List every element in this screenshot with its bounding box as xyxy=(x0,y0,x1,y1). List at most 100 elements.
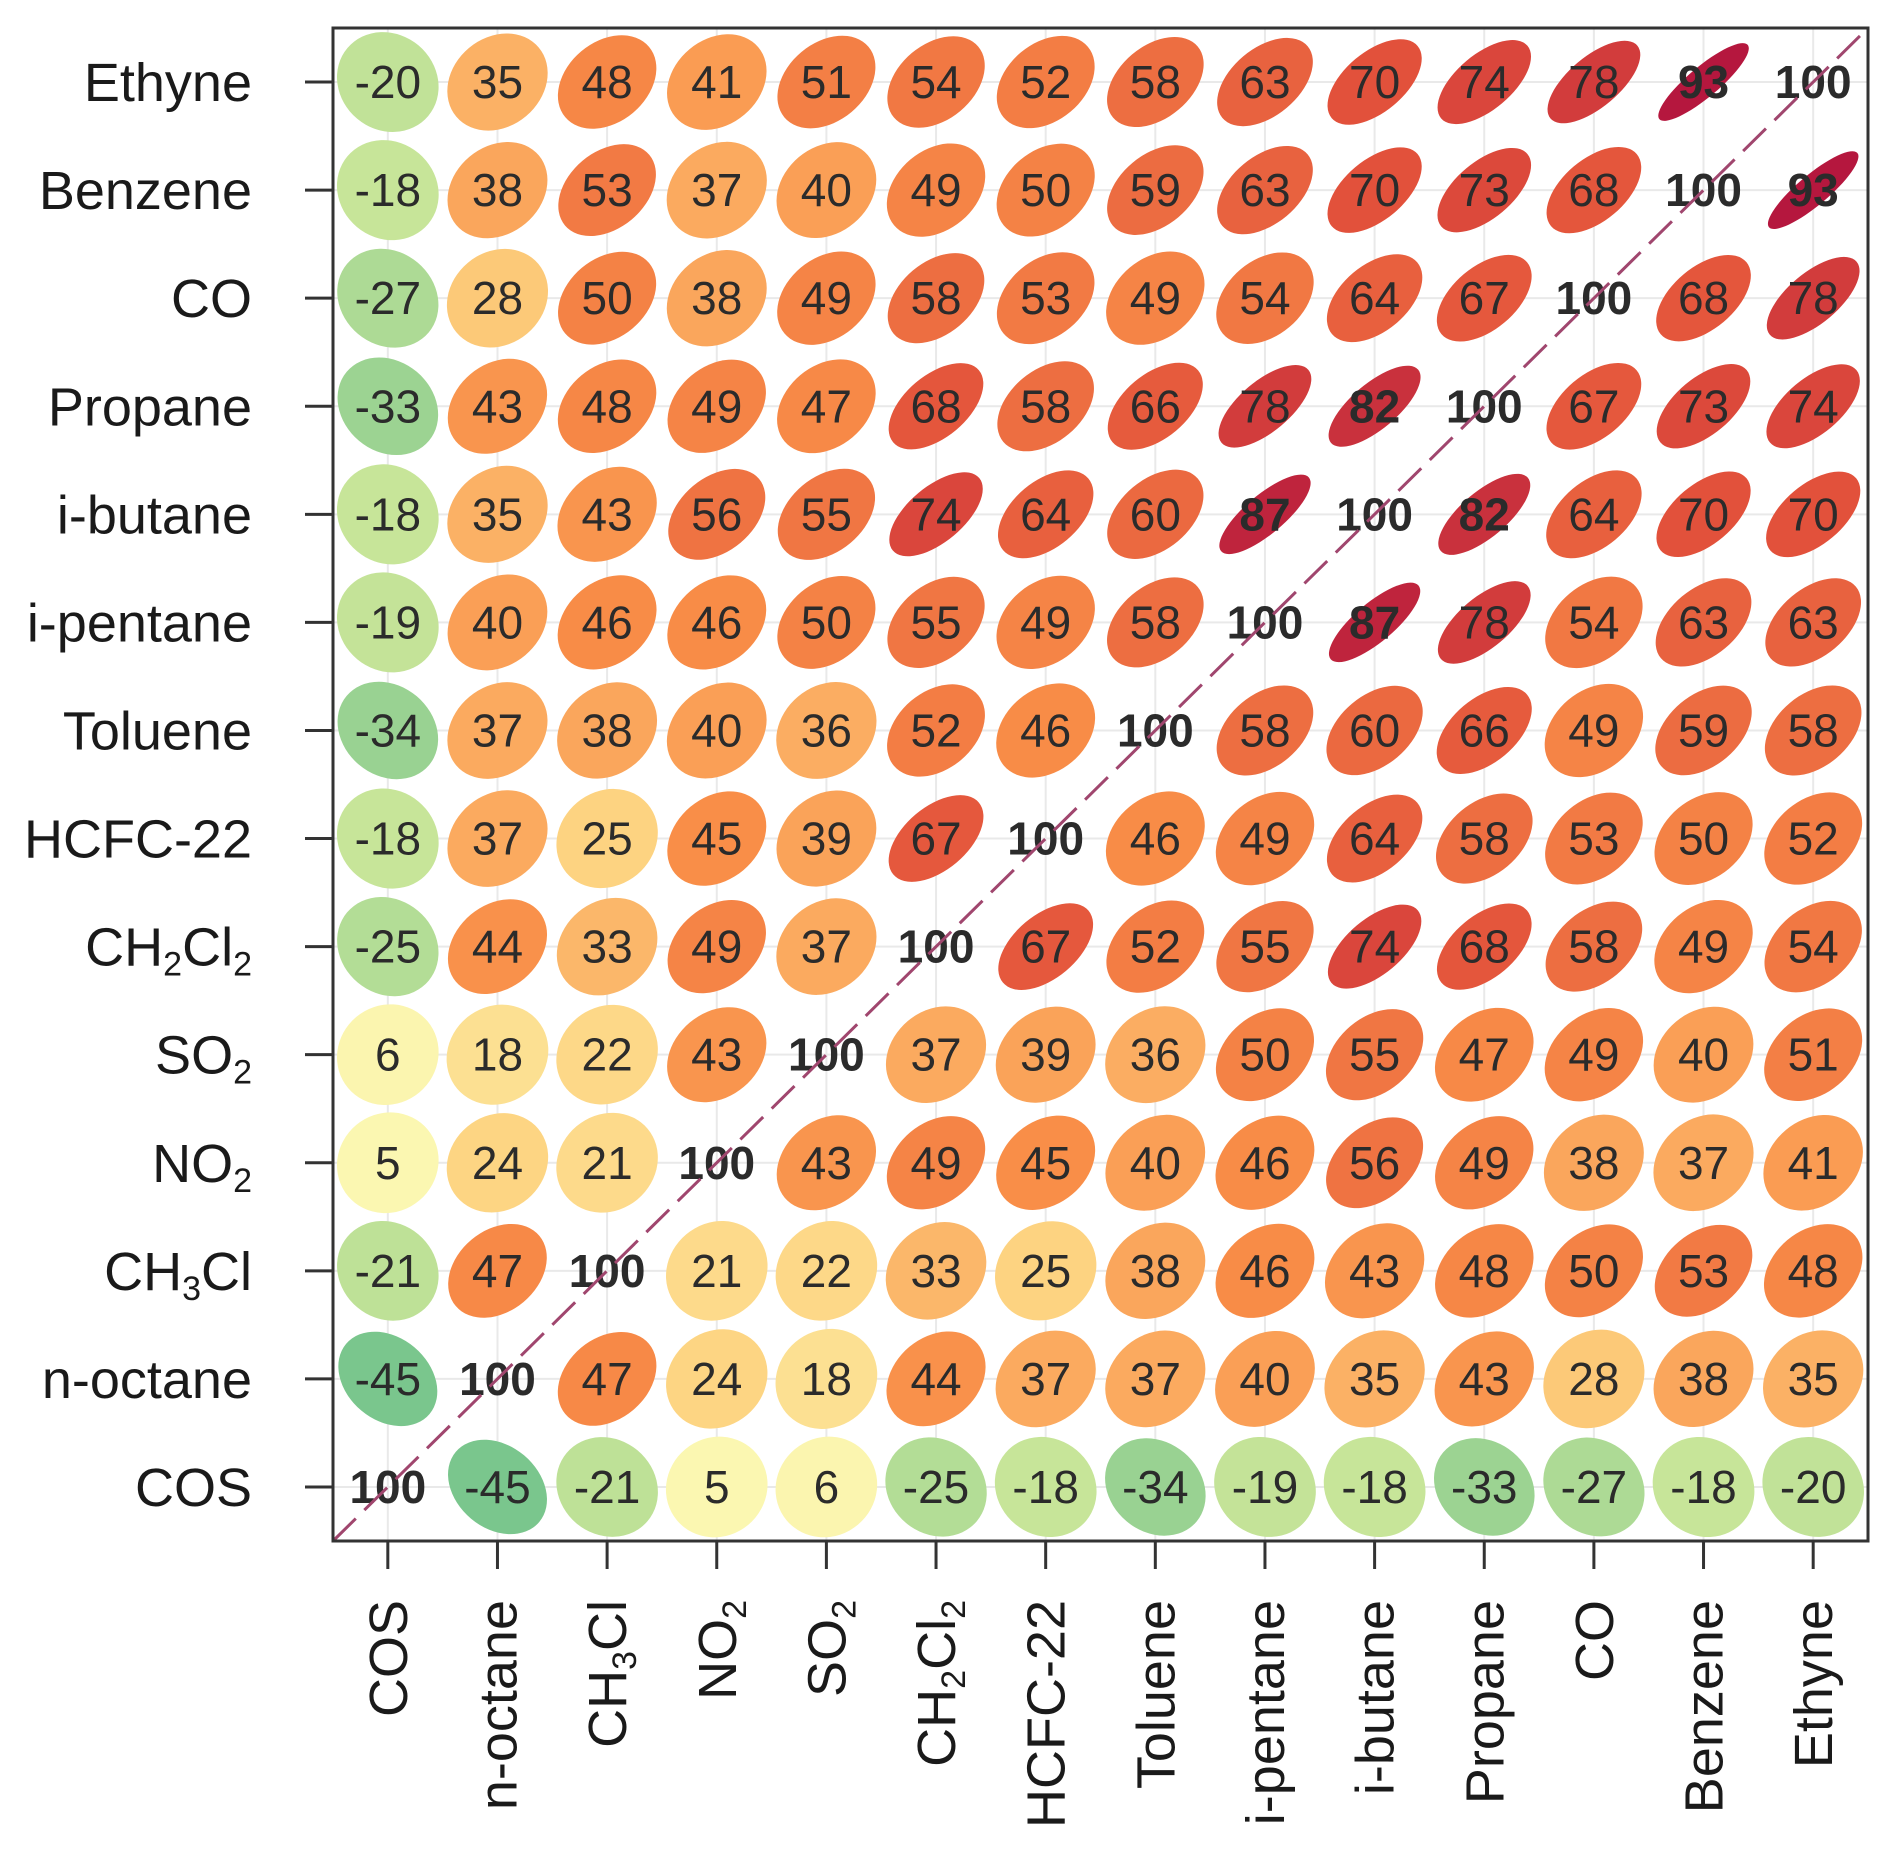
cell-value-co-i-pentane: 54 xyxy=(1239,272,1290,324)
cell-ellipse-no2-toluene xyxy=(1105,1114,1206,1211)
cell-ellipse-benzene-hcfc-22 xyxy=(996,143,1095,237)
cell-ellipse-propane-co xyxy=(1546,362,1642,450)
cell-ellipse-propane-cos xyxy=(337,357,439,456)
col-label-ethyne: Ethyne xyxy=(1784,1600,1844,1768)
cell-value-co-ch2cl2: 58 xyxy=(910,272,961,324)
cell-ellipse-i-pentane-n-octane xyxy=(447,574,548,671)
row-label-benzene: Benzene xyxy=(39,161,252,221)
cell-ellipse-ch3cl-cos xyxy=(337,1220,439,1321)
cell-value-hcfc-22-no2: 45 xyxy=(691,813,742,865)
col-label-ch3cl: CH3Cl xyxy=(578,1600,644,1748)
cell-value-cos-toluene: -34 xyxy=(1122,1461,1188,1513)
cell-value-cos-cos: 100 xyxy=(349,1461,426,1513)
cell-ellipse-so2-i-butane xyxy=(1325,1009,1424,1101)
cell-ellipse-benzene-no2 xyxy=(666,141,767,239)
cell-ellipse-i-pentane-ethyne xyxy=(1765,578,1862,667)
cell-value-ethyne-i-butane: 70 xyxy=(1349,56,1400,108)
cell-ellipse-co-i-pentane xyxy=(1216,252,1314,344)
cell-value-propane-n-octane: 43 xyxy=(472,380,523,432)
cell-value-ch2cl2-hcfc-22: 67 xyxy=(1020,921,1071,973)
cell-value-hcfc-22-propane: 58 xyxy=(1459,813,1510,865)
cell-value-no2-toluene: 40 xyxy=(1130,1137,1181,1189)
cell-value-toluene-benzene: 59 xyxy=(1678,704,1729,756)
cell-ellipse-no2-ch3cl xyxy=(556,1112,658,1213)
cell-value-so2-ch3cl: 22 xyxy=(582,1029,633,1081)
cell-ellipse-propane-toluene xyxy=(1107,362,1203,450)
cell-value-no2-benzene: 37 xyxy=(1678,1137,1729,1189)
cell-ellipse-hcfc-22-toluene xyxy=(1105,791,1205,886)
cell-ellipse-ethyne-i-pentane xyxy=(1217,37,1313,127)
cell-value-ch2cl2-ethyne: 54 xyxy=(1788,921,1839,973)
row-label-propane: Propane xyxy=(48,377,252,437)
cell-ellipse-toluene-n-octane xyxy=(447,682,548,779)
cell-ellipse-toluene-ch3cl xyxy=(557,682,658,779)
cell-ellipse-i-butane-ch2cl2 xyxy=(889,472,983,557)
cell-value-i-pentane-ethyne: 63 xyxy=(1788,596,1839,648)
cell-ellipse-cos-ch2cl2 xyxy=(885,1437,987,1537)
cell-ellipse-so2-ethyne xyxy=(1764,1008,1863,1101)
cell-ellipse-ch2cl2-cos xyxy=(337,897,439,997)
cell-ellipse-hcfc-22-so2 xyxy=(776,790,877,887)
cell-ellipse-co-cos xyxy=(337,248,439,348)
cell-value-hcfc-22-i-butane: 64 xyxy=(1349,813,1400,865)
cell-value-benzene-cos: -18 xyxy=(355,164,421,216)
cell-value-i-pentane-toluene: 58 xyxy=(1130,596,1181,648)
cell-ellipse-ch2cl2-so2 xyxy=(776,898,877,995)
cell-ellipse-propane-no2 xyxy=(667,359,766,453)
cell-value-propane-ch2cl2: 68 xyxy=(910,380,961,432)
cell-value-co-so2: 49 xyxy=(801,272,852,324)
row-label-so2: SO2 xyxy=(155,1026,252,1092)
cell-ellipse-benzene-propane xyxy=(1437,147,1532,233)
cell-ellipse-ethyne-cos xyxy=(336,32,439,132)
cell-ellipse-toluene-i-butane xyxy=(1326,685,1423,776)
cell-value-propane-ch3cl: 48 xyxy=(582,380,633,432)
cell-ellipse-co-ch3cl xyxy=(558,251,657,345)
cell-ellipse-benzene-i-butane xyxy=(1327,147,1422,233)
cell-value-co-hcfc-22: 53 xyxy=(1020,272,1071,324)
cell-value-toluene-ch2cl2: 52 xyxy=(910,704,961,756)
row-label-co: CO xyxy=(171,269,252,329)
cell-ellipse-n-octane-benzene xyxy=(1653,1330,1754,1428)
cell-ellipse-ch3cl-i-pentane xyxy=(1215,1223,1315,1318)
cell-value-n-octane-ch2cl2: 44 xyxy=(910,1353,961,1405)
cell-value-ch3cl-ch2cl2: 33 xyxy=(910,1245,961,1297)
col-label-ch2cl2: CH2Cl2 xyxy=(907,1600,973,1767)
cell-value-benzene-ethyne: 93 xyxy=(1788,164,1839,216)
cell-value-hcfc-22-ethyne: 52 xyxy=(1788,813,1839,865)
cell-ellipse-ethyne-co xyxy=(1547,40,1641,124)
cell-ellipse-toluene-cos xyxy=(337,681,439,780)
cell-value-ethyne-ch2cl2: 54 xyxy=(910,56,961,108)
cell-ellipse-benzene-ch2cl2 xyxy=(886,143,986,237)
cell-value-ch2cl2-i-butane: 74 xyxy=(1349,921,1400,973)
cell-ellipse-benzene-co xyxy=(1546,146,1642,234)
cell-value-cos-i-pentane: -19 xyxy=(1232,1461,1298,1513)
cell-ellipse-i-pentane-i-butane xyxy=(1328,582,1421,663)
cell-value-n-octane-benzene: 38 xyxy=(1678,1353,1729,1405)
cell-ellipse-ch3cl-so2 xyxy=(775,1221,878,1321)
cell-value-n-octane-hcfc-22: 37 xyxy=(1020,1353,1071,1405)
cell-value-so2-i-butane: 55 xyxy=(1349,1029,1400,1081)
cell-ellipse-propane-ethyne xyxy=(1766,364,1860,449)
cell-value-i-pentane-benzene: 63 xyxy=(1678,596,1729,648)
cell-value-hcfc-22-so2: 39 xyxy=(801,813,852,865)
cell-value-toluene-cos: -34 xyxy=(355,704,421,756)
cell-ellipse-ethyne-benzene xyxy=(1658,43,1749,121)
cell-value-i-pentane-so2: 50 xyxy=(801,596,852,648)
cell-ellipse-n-octane-propane xyxy=(1434,1331,1534,1427)
cell-value-propane-i-pentane: 78 xyxy=(1239,380,1290,432)
cell-value-co-propane: 67 xyxy=(1459,272,1510,324)
cell-value-ethyne-cos: -20 xyxy=(355,56,421,108)
cell-value-ethyne-propane: 74 xyxy=(1459,56,1510,108)
cell-ellipse-n-octane-no2 xyxy=(666,1329,768,1429)
cell-ellipse-no2-i-pentane xyxy=(1215,1115,1315,1210)
cell-value-toluene-so2: 36 xyxy=(801,704,852,756)
cell-ellipse-n-octane-i-butane xyxy=(1324,1330,1425,1428)
cell-value-hcfc-22-toluene: 46 xyxy=(1130,813,1181,865)
cell-value-propane-co: 67 xyxy=(1568,380,1619,432)
cell-ellipse-benzene-cos xyxy=(336,140,439,241)
cell-ellipse-no2-ch2cl2 xyxy=(886,1116,986,1210)
cell-value-toluene-ch3cl: 38 xyxy=(582,704,633,756)
cell-value-cos-no2: 5 xyxy=(704,1461,730,1513)
cell-value-i-butane-cos: -18 xyxy=(355,488,421,540)
